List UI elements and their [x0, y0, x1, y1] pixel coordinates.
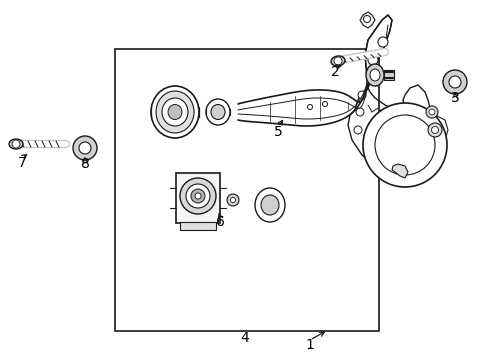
- Bar: [115, 49, 378, 331]
- Circle shape: [180, 178, 216, 214]
- Text: 7: 7: [18, 156, 26, 170]
- Polygon shape: [359, 12, 374, 28]
- Circle shape: [367, 55, 377, 65]
- Polygon shape: [391, 164, 407, 178]
- Ellipse shape: [210, 104, 224, 120]
- Circle shape: [448, 76, 460, 88]
- Ellipse shape: [156, 91, 194, 133]
- Circle shape: [425, 106, 437, 118]
- Circle shape: [353, 126, 361, 134]
- Circle shape: [185, 184, 209, 208]
- Circle shape: [307, 104, 312, 109]
- Circle shape: [428, 109, 434, 115]
- Text: 6: 6: [215, 215, 224, 229]
- Ellipse shape: [261, 195, 279, 215]
- Circle shape: [355, 108, 363, 116]
- Bar: [180, 222, 216, 230]
- Ellipse shape: [377, 115, 431, 175]
- Text: 3: 3: [450, 91, 458, 105]
- Circle shape: [377, 37, 387, 47]
- Circle shape: [195, 193, 201, 199]
- Circle shape: [363, 15, 370, 22]
- Bar: [176, 173, 220, 223]
- Ellipse shape: [162, 98, 187, 126]
- Circle shape: [12, 140, 20, 148]
- Bar: [383, 70, 393, 80]
- Polygon shape: [364, 15, 391, 88]
- Circle shape: [430, 126, 438, 134]
- Circle shape: [442, 70, 466, 94]
- Ellipse shape: [365, 64, 383, 86]
- Ellipse shape: [151, 86, 199, 138]
- Ellipse shape: [254, 188, 285, 222]
- Circle shape: [427, 123, 441, 137]
- Text: 4: 4: [240, 331, 249, 345]
- Ellipse shape: [168, 104, 182, 120]
- Ellipse shape: [369, 69, 379, 81]
- Text: 5: 5: [273, 125, 282, 139]
- Ellipse shape: [330, 56, 344, 66]
- Circle shape: [362, 103, 446, 187]
- Circle shape: [226, 194, 239, 206]
- Circle shape: [230, 198, 235, 202]
- Circle shape: [357, 91, 365, 99]
- Circle shape: [191, 189, 204, 203]
- Text: 1: 1: [305, 338, 314, 352]
- Circle shape: [79, 142, 91, 154]
- Text: 2: 2: [330, 65, 339, 79]
- Circle shape: [73, 136, 97, 160]
- Circle shape: [322, 102, 327, 107]
- Ellipse shape: [205, 99, 229, 125]
- Ellipse shape: [9, 139, 23, 149]
- Text: 8: 8: [81, 157, 89, 171]
- Circle shape: [333, 57, 341, 65]
